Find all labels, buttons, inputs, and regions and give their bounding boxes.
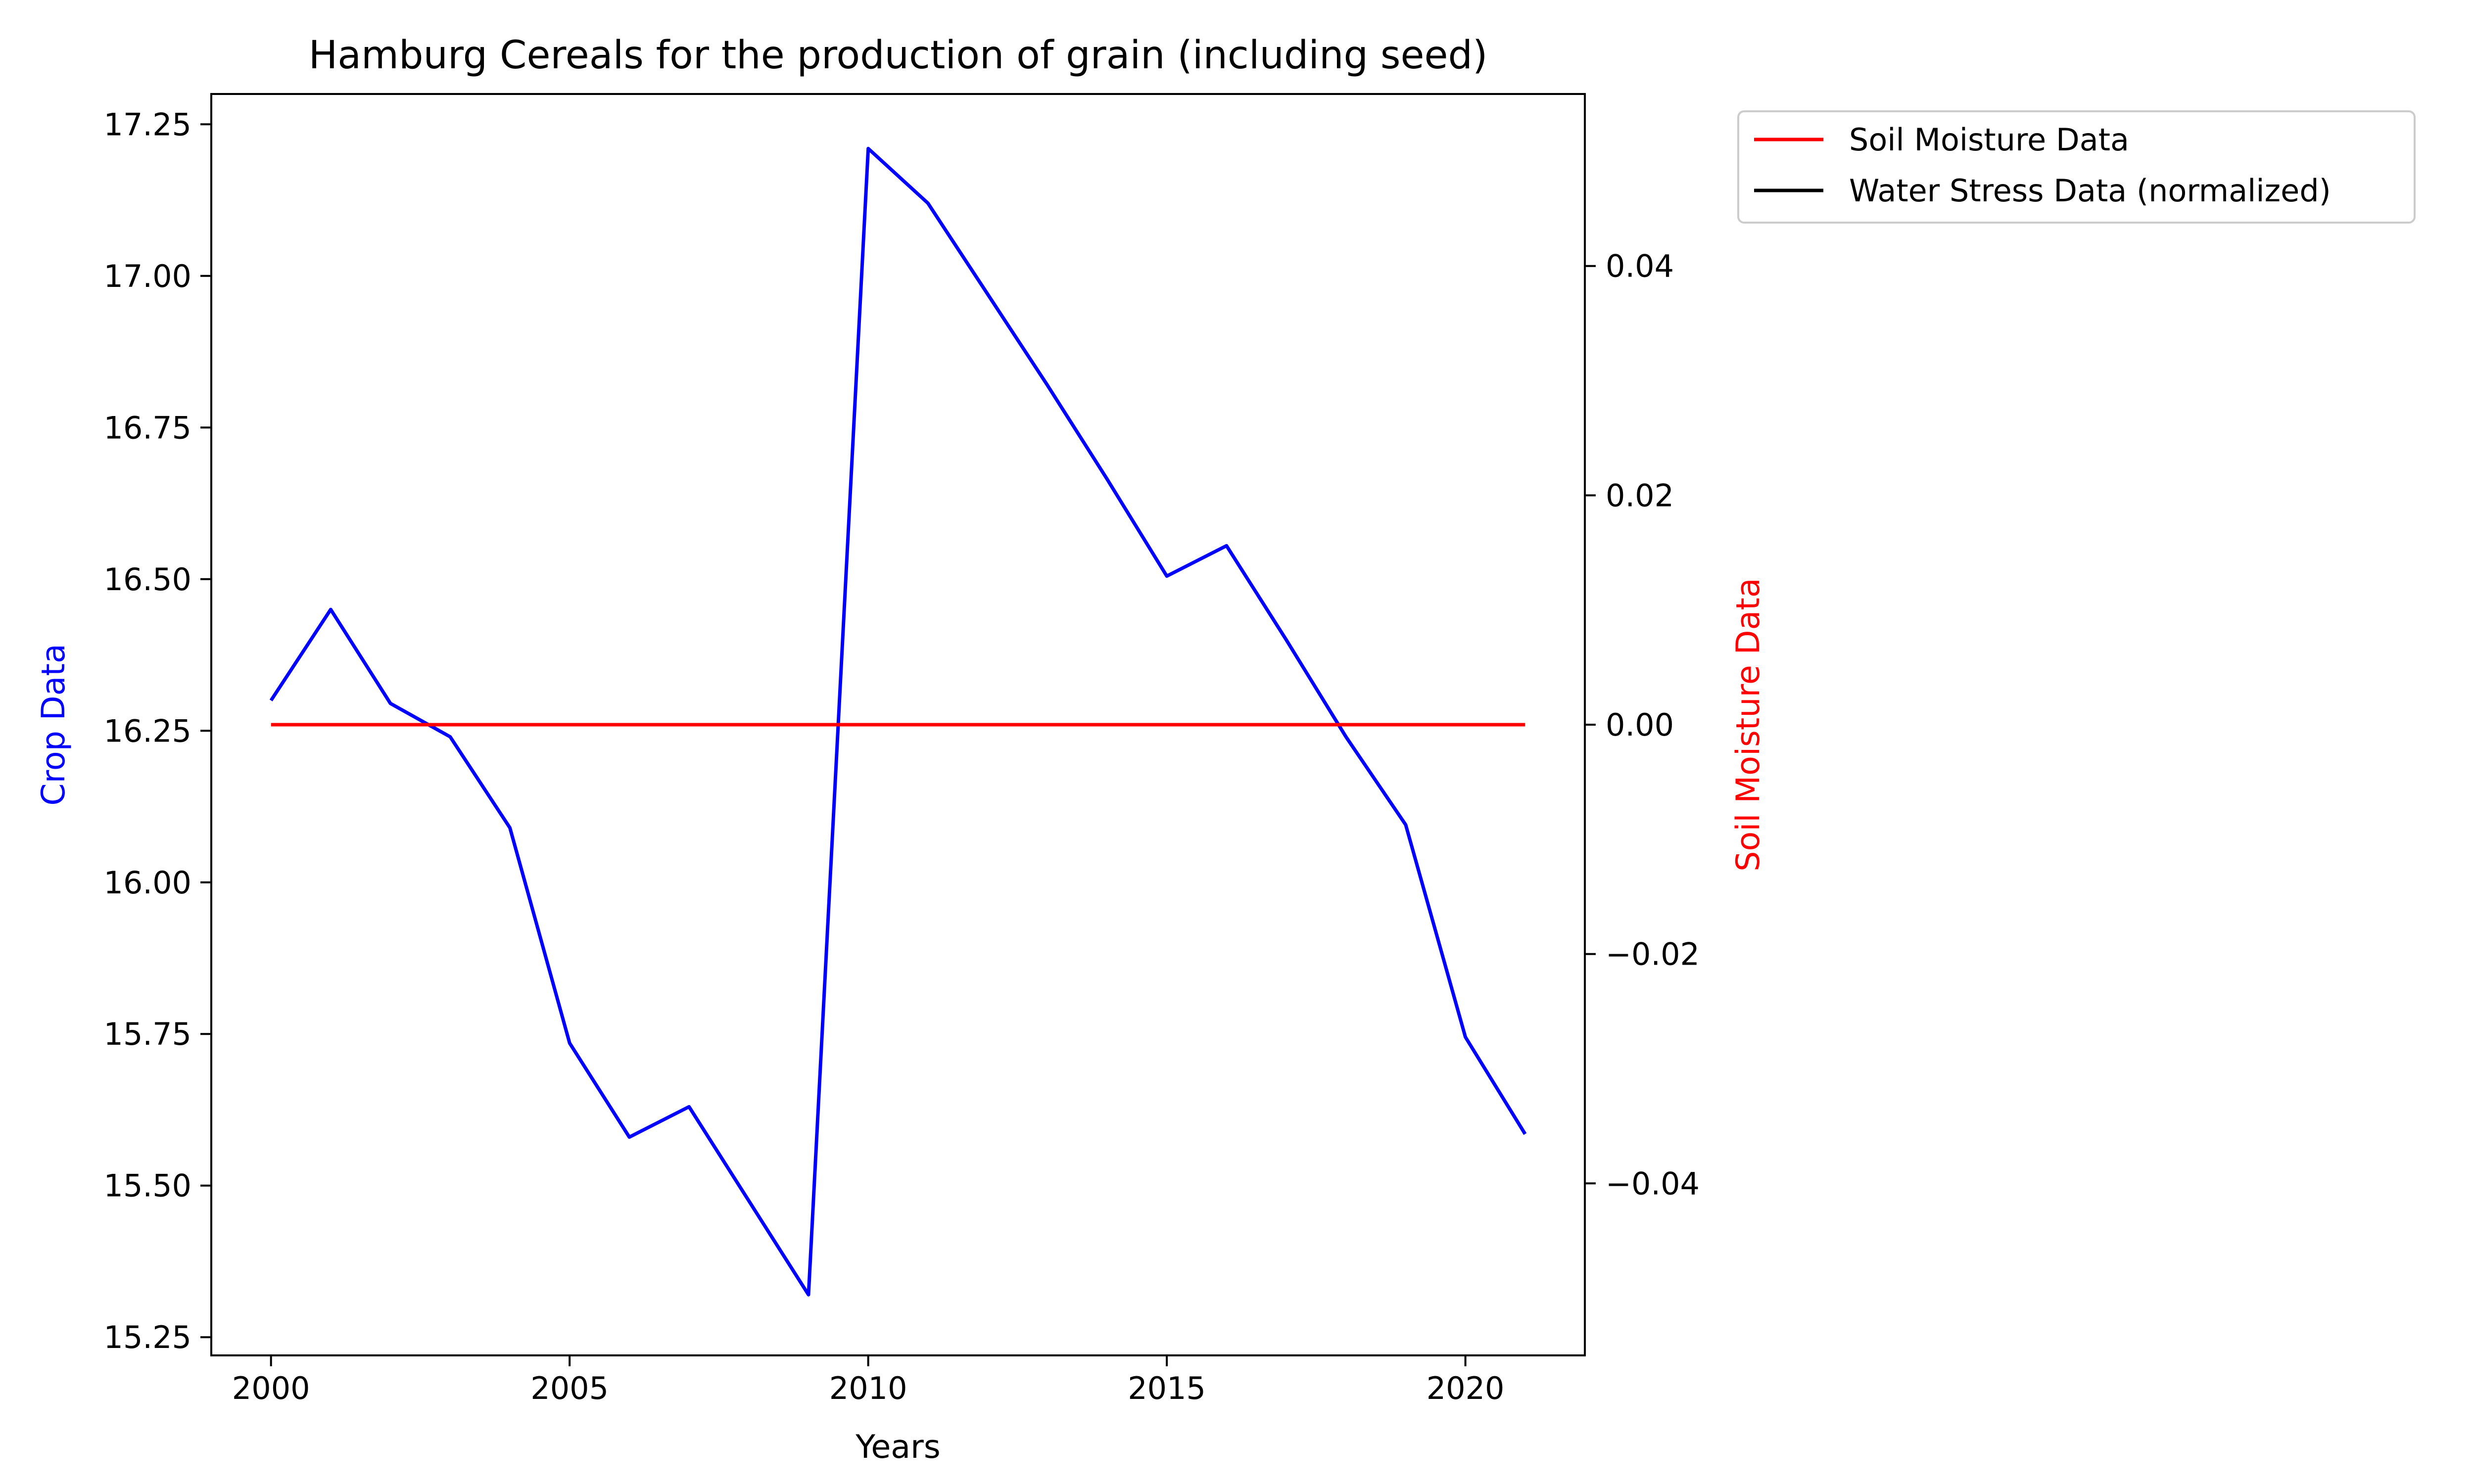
chart-title: Hamburg Cereals for the production of gr…: [309, 33, 1488, 78]
y-left-tick-label: 16.25: [104, 713, 192, 749]
y-left-tick-label: 15.75: [104, 1016, 192, 1052]
y-left-tick-label: 16.50: [104, 561, 192, 598]
legend-label-water-stress: Water Stress Data (normalized): [1849, 173, 2331, 209]
y-axis-right-title: Soil Moisture Data: [1730, 578, 1767, 871]
legend-frame: [1737, 110, 2416, 224]
y-right-tick-label: −0.04: [1606, 1165, 1700, 1202]
y-axis-left-title: Crop Data: [35, 644, 72, 806]
y-left-tick-label: 16.00: [104, 865, 192, 901]
y-left-tick-label: 17.25: [104, 106, 192, 142]
y-axis-left: 15.25 15.50 15.75 16.00 16.25 16.50 16.75 17.00…: [104, 106, 211, 1355]
y-right-tick-label: 0.00: [1606, 707, 1674, 743]
series-line-crop-data: [269, 146, 1527, 1297]
y-right-tick-label: 0.02: [1606, 477, 1674, 513]
series-layer: [269, 146, 1527, 1297]
x-tick-label: 2000: [232, 1370, 310, 1406]
x-tick-label: 2015: [1128, 1370, 1206, 1406]
y-left-tick-label: 17.00: [104, 258, 192, 294]
x-axis-title: Years: [855, 1429, 940, 1466]
y-left-tick-label: 15.25: [104, 1319, 192, 1355]
legend-label-soil-moisture: Soil Moisture Data: [1849, 122, 2129, 158]
y-left-tick-label: 16.75: [104, 410, 192, 446]
y-axis-right: −0.04 −0.02 0.00 0.02 0.04: [1585, 248, 1700, 1202]
y-left-tick-label: 15.50: [104, 1168, 192, 1204]
x-axis: 2000 2005 2010 2015 2020: [232, 1355, 1505, 1406]
legend: Soil Moisture Data Water Stress Data (no…: [1737, 110, 2416, 224]
x-tick-label: 2020: [1427, 1370, 1505, 1406]
x-tick-label: 2010: [829, 1370, 907, 1406]
y-right-tick-label: −0.02: [1606, 936, 1700, 973]
x-tick-label: 2005: [530, 1370, 609, 1406]
y-right-tick-label: 0.04: [1606, 248, 1674, 284]
